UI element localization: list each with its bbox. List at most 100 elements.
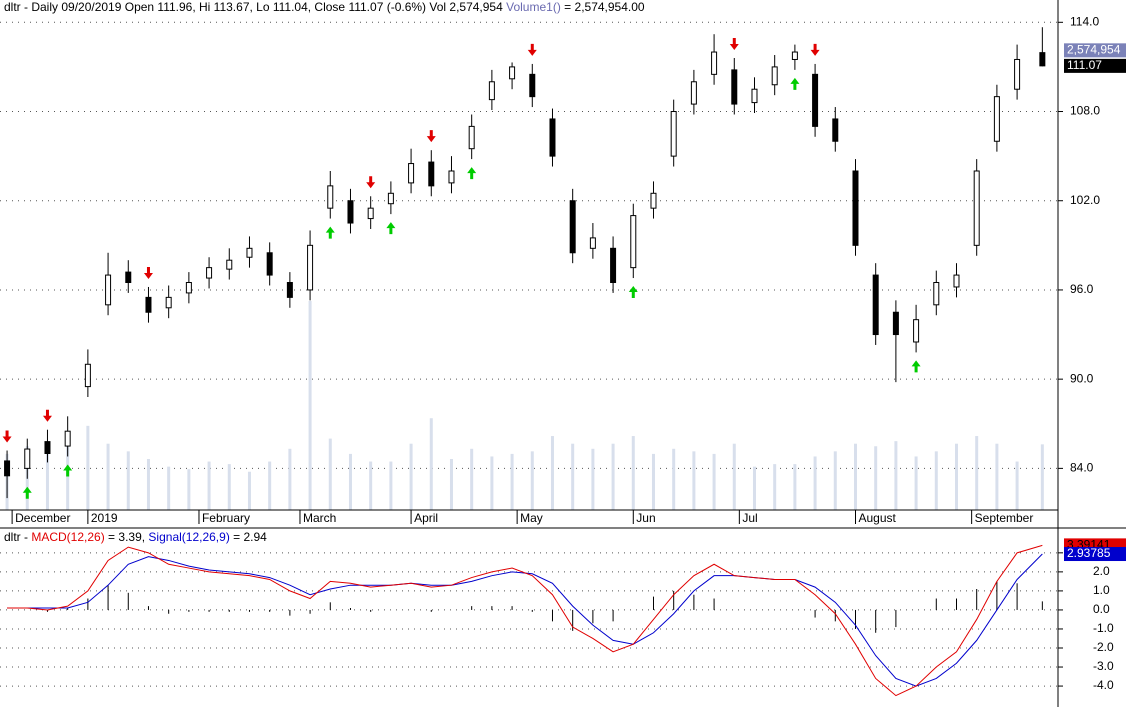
volume-bar bbox=[914, 456, 918, 510]
candle-body bbox=[913, 319, 920, 343]
volume-bar bbox=[995, 443, 999, 510]
candle-body bbox=[892, 311, 899, 336]
volume-bar bbox=[954, 443, 958, 510]
signal-value: = 2.94 bbox=[233, 530, 267, 544]
candle-body bbox=[206, 267, 213, 279]
x-tick-label: December bbox=[15, 511, 70, 525]
candle-body bbox=[185, 282, 192, 294]
volume-bar bbox=[894, 441, 898, 510]
x-tick-label: May bbox=[520, 511, 543, 525]
candle-body bbox=[145, 296, 152, 313]
candle-body bbox=[872, 274, 879, 336]
candle-body bbox=[84, 363, 91, 388]
candle-body bbox=[771, 66, 778, 86]
candle-body bbox=[105, 274, 112, 306]
price-layer bbox=[2, 27, 1046, 697]
sell-arrow bbox=[527, 43, 537, 56]
y-tick-label: 84.0 bbox=[1070, 461, 1094, 475]
macd-label: MACD(12,26) bbox=[31, 530, 104, 544]
candle-body bbox=[327, 185, 334, 209]
volume-bar bbox=[712, 453, 716, 510]
volume-bar bbox=[571, 443, 575, 510]
x-tick-label: August bbox=[858, 511, 896, 525]
volume-bar bbox=[833, 451, 837, 510]
candle-body bbox=[589, 237, 596, 249]
candle-body bbox=[549, 118, 556, 157]
volume-bar bbox=[86, 425, 90, 510]
y-tick-label: 0.0 bbox=[1093, 602, 1110, 616]
volume-value: = 2,574,954.00 bbox=[564, 0, 645, 14]
candle-body bbox=[690, 81, 697, 105]
last-signal-label-box bbox=[1064, 547, 1126, 562]
volume-bar bbox=[167, 466, 171, 510]
y-tick-label: 90.0 bbox=[1070, 371, 1094, 385]
volume-bar bbox=[631, 436, 635, 510]
candle-body bbox=[1039, 52, 1046, 67]
candle-body bbox=[791, 51, 798, 60]
y-tick-label: 96.0 bbox=[1070, 282, 1094, 296]
candle-body bbox=[670, 111, 677, 157]
x-tick-label: 2019 bbox=[91, 511, 118, 525]
volume-bar bbox=[692, 451, 696, 510]
y-tick-label: 114.0 bbox=[1070, 14, 1099, 28]
buy-arrow bbox=[467, 167, 477, 180]
candle-body bbox=[347, 200, 354, 224]
candle-body bbox=[226, 259, 233, 270]
candle-body bbox=[993, 96, 1000, 142]
sell-arrow bbox=[426, 130, 436, 143]
volume-bar bbox=[187, 469, 191, 510]
candle-body bbox=[569, 200, 576, 254]
x-tick-label: February bbox=[202, 511, 250, 525]
volume-bar bbox=[874, 446, 878, 510]
sell-arrow bbox=[2, 430, 12, 443]
y-tick-label: 1.0 bbox=[1093, 583, 1110, 597]
volume-bar bbox=[813, 456, 817, 510]
volume-bar bbox=[308, 300, 312, 510]
volume-bar bbox=[1040, 444, 1044, 510]
candle-body bbox=[832, 118, 839, 142]
candle-body bbox=[529, 73, 536, 98]
candle-body bbox=[973, 170, 980, 246]
candle-body bbox=[509, 66, 516, 80]
macd-header: dltr - MACD(12,26) = 3.39, Signal(12,26,… bbox=[4, 530, 267, 544]
y-tick-label: -1.0 bbox=[1093, 621, 1114, 635]
candle-body bbox=[630, 215, 637, 269]
volume-bar bbox=[611, 443, 615, 510]
volume-bar bbox=[268, 461, 272, 510]
volume-bar bbox=[126, 451, 130, 510]
candle-body bbox=[408, 163, 415, 184]
candle-body bbox=[468, 125, 475, 150]
volume-bar bbox=[510, 453, 514, 510]
volume-bar bbox=[591, 448, 595, 510]
buy-arrow bbox=[386, 222, 396, 235]
sell-arrow bbox=[729, 37, 739, 50]
volume-bar bbox=[934, 451, 938, 510]
last-volume-label: 2,574,954 bbox=[1067, 43, 1121, 57]
volume-bar bbox=[207, 461, 211, 510]
last-price-label-box bbox=[1064, 58, 1126, 73]
candle-body bbox=[428, 161, 435, 187]
candle-body bbox=[610, 247, 617, 284]
x-tick-label: Jun bbox=[636, 511, 655, 525]
buy-arrow bbox=[628, 286, 638, 299]
sell-arrow bbox=[143, 266, 153, 279]
candle-body bbox=[488, 81, 495, 101]
volume-bar bbox=[672, 448, 676, 510]
candle-body bbox=[4, 460, 11, 477]
candle-body bbox=[24, 448, 31, 469]
candle-body bbox=[812, 73, 819, 127]
candle-body bbox=[1014, 58, 1021, 90]
buy-arrow bbox=[325, 226, 335, 239]
volume-bar bbox=[490, 456, 494, 510]
volume-bar bbox=[732, 443, 736, 510]
volume-bar bbox=[651, 453, 655, 510]
volume-bar bbox=[793, 464, 797, 510]
volume-bar bbox=[45, 448, 49, 510]
buy-arrow bbox=[63, 464, 73, 477]
x-tick-label: September bbox=[975, 511, 1034, 525]
volume-bar bbox=[449, 459, 453, 510]
signal-line bbox=[7, 553, 1043, 687]
candle-body bbox=[711, 51, 718, 75]
